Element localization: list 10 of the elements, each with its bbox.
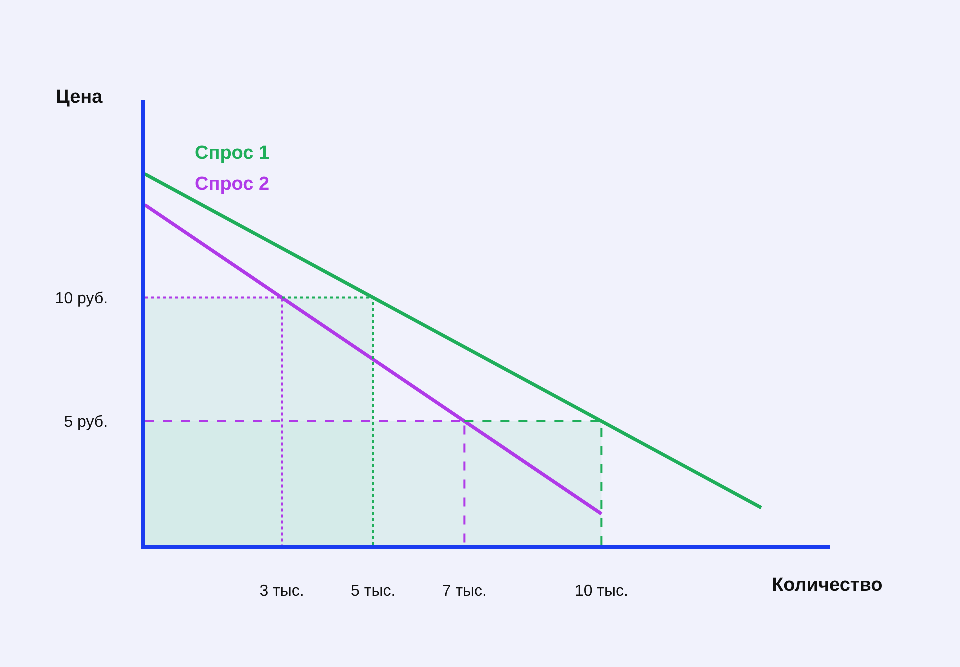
series-label: Спрос 2	[195, 174, 270, 195]
x-tick-label: 7 тыс.	[442, 582, 487, 600]
x-tick-label: 5 тыс.	[351, 582, 396, 600]
y-tick-label: 5 руб.	[64, 414, 108, 431]
y-tick-label: 10 руб.	[55, 290, 108, 308]
y-axis-title: Цена	[56, 87, 104, 108]
x-tick-label: 3 тыс.	[260, 582, 304, 600]
x-tick-label: 10 тыс.	[574, 582, 628, 600]
series-label: Спрос 1	[195, 143, 270, 164]
x-axis-title: Количество	[772, 575, 883, 596]
